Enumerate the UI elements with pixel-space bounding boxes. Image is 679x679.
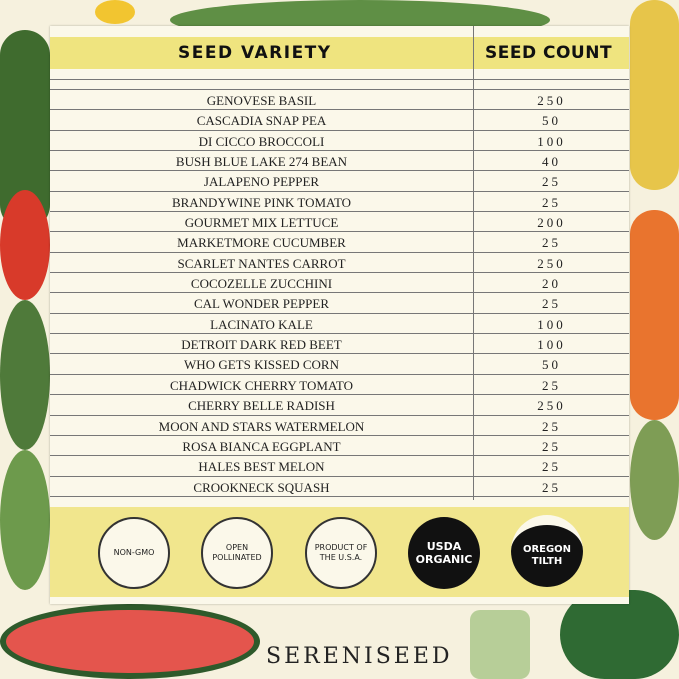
non-gmo-badge-icon: NON-GMO (98, 517, 170, 589)
seed-count: 250 (537, 255, 566, 271)
certification-badges: NON-GMO OPEN POLLINATED PRODUCT OF THE U… (50, 507, 629, 597)
seed-variety: CASCADIA SNAP PEA (196, 113, 327, 129)
table-row: BUSH BLUE LAKE 274 BEAN 40 (50, 150, 629, 170)
watermelon-illustration (0, 604, 260, 679)
table-row: WHO GETS KISSED CORN 50 (50, 353, 629, 373)
open-pollinated-badge-icon: OPEN POLLINATED (201, 517, 273, 589)
product-of-usa-badge-icon: PRODUCT OF THE U.S.A. (305, 517, 377, 589)
seed-variety: DETROIT DARK RED BEET (181, 337, 342, 353)
seed-count: 250 (537, 93, 566, 108)
table-row: LACINATO KALE 100 (50, 312, 629, 333)
seed-count: 100 (537, 316, 566, 332)
seed-variety: HALES BEST MELON (198, 459, 325, 475)
broccoli-illustration (0, 300, 50, 450)
bean-illustration (470, 610, 530, 679)
seed-variety: LACINATO KALE (210, 316, 313, 332)
seed-count: 20 (542, 276, 561, 292)
corn-illustration (630, 0, 679, 190)
table-row: CHADWICK CHERRY TOMATO 25 (50, 373, 629, 394)
seed-variety: DI CICCO BROCCOLI (198, 133, 325, 149)
cucumber-illustration-right (560, 590, 679, 679)
carrot-illustration (630, 210, 679, 420)
table-row: MARKETMORE CUCUMBER 25 (50, 231, 629, 251)
seed-count: 200 (537, 215, 566, 231)
header-seed-count: SEED COUNT (485, 43, 613, 63)
seed-count: 25 (542, 235, 561, 251)
seed-count: 25 (542, 296, 561, 312)
seed-table-card: SEED VARIETY SEED COUNT GENOVESE BASIL 25… (50, 26, 629, 604)
column-divider (473, 26, 474, 500)
seed-count: 250 (537, 398, 566, 414)
seed-variety: COCOZELLE ZUCCHINI (190, 276, 333, 292)
brand-logo: SERENISEED (266, 644, 453, 669)
seed-variety: ROSA BIANCA EGGPLANT (182, 438, 341, 454)
badge-label: NON-GMO (113, 548, 155, 557)
seed-count: 25 (542, 174, 561, 190)
table-row: BRANDYWINE PINK TOMATO 25 (50, 190, 629, 211)
seed-count: 25 (542, 438, 561, 454)
leaf-illustration-right (630, 420, 679, 540)
seed-variety: MOON AND STARS WATERMELON (158, 418, 365, 434)
leaf-illustration (0, 450, 50, 590)
table-row: CHERRY BELLE RADISH 250 (50, 394, 629, 414)
table-row: COCOZELLE ZUCCHINI 20 (50, 272, 629, 292)
seed-variety: MARKETMORE CUCUMBER (177, 235, 346, 251)
table-row: GENOVESE BASIL 250 (50, 89, 629, 109)
badge-label: OPEN POLLINATED (212, 543, 262, 562)
seed-count: 50 (542, 113, 561, 129)
table-row: DETROIT DARK RED BEET 100 (50, 333, 629, 353)
seed-variety: CHERRY BELLE RADISH (188, 398, 335, 414)
seed-variety: GOURMET MIX LETTUCE (184, 215, 339, 231)
table-row: SCARLET NANTES CARROT 250 (50, 251, 629, 272)
table-bottom-rule (50, 495, 629, 497)
squash-flower-illustration (95, 0, 135, 24)
table-row: CROOKNECK SQUASH 25 (50, 475, 629, 496)
seed-variety: CAL WONDER PEPPER (193, 296, 330, 312)
seed-count: 50 (542, 357, 561, 373)
seed-variety: SCARLET NANTES CARROT (177, 255, 346, 271)
badge-label: OREGON TILTH (522, 544, 572, 567)
seed-variety: CROOKNECK SQUASH (193, 479, 330, 495)
blank-row (50, 79, 629, 89)
usda-organic-badge-icon: USDA ORGANIC (408, 517, 480, 589)
seed-count: 100 (537, 133, 566, 149)
seed-count: 25 (542, 418, 561, 434)
seed-count: 25 (542, 459, 561, 475)
seed-variety: CHADWICK CHERRY TOMATO (170, 377, 353, 393)
table-header: SEED VARIETY SEED COUNT (50, 37, 629, 69)
oregon-tilth-badge-icon: OREGON TILTH (511, 515, 583, 587)
table-row: GOURMET MIX LETTUCE 200 (50, 211, 629, 231)
table-row: CASCADIA SNAP PEA 50 (50, 109, 629, 129)
badge-label: USDA ORGANIC (415, 540, 473, 566)
seed-variety: GENOVESE BASIL (206, 93, 317, 108)
seed-count: 25 (542, 194, 561, 210)
seed-count: 25 (542, 479, 561, 495)
seed-count: 100 (537, 337, 566, 353)
seed-variety: BUSH BLUE LAKE 274 BEAN (175, 154, 348, 170)
table-row: ROSA BIANCA EGGPLANT 25 (50, 434, 629, 455)
table-row: HALES BEST MELON 25 (50, 455, 629, 475)
table-row: DI CICCO BROCCOLI 100 (50, 129, 629, 150)
table-row: JALAPENO PEPPER 25 (50, 170, 629, 190)
seed-variety: JALAPENO PEPPER (203, 174, 320, 190)
table-row: MOON AND STARS WATERMELON 25 (50, 414, 629, 435)
seed-variety: WHO GETS KISSED CORN (184, 357, 339, 373)
table-row: CAL WONDER PEPPER 25 (50, 292, 629, 312)
seed-count: 40 (542, 154, 561, 170)
badge-label: PRODUCT OF THE U.S.A. (314, 543, 368, 562)
seed-variety: BRANDYWINE PINK TOMATO (171, 194, 352, 210)
header-seed-variety: SEED VARIETY (178, 43, 332, 63)
table-body: GENOVESE BASIL 250 CASCADIA SNAP PEA 50 DI C… (50, 79, 629, 497)
seed-count: 25 (542, 377, 561, 393)
tomato-illustration (0, 190, 50, 300)
